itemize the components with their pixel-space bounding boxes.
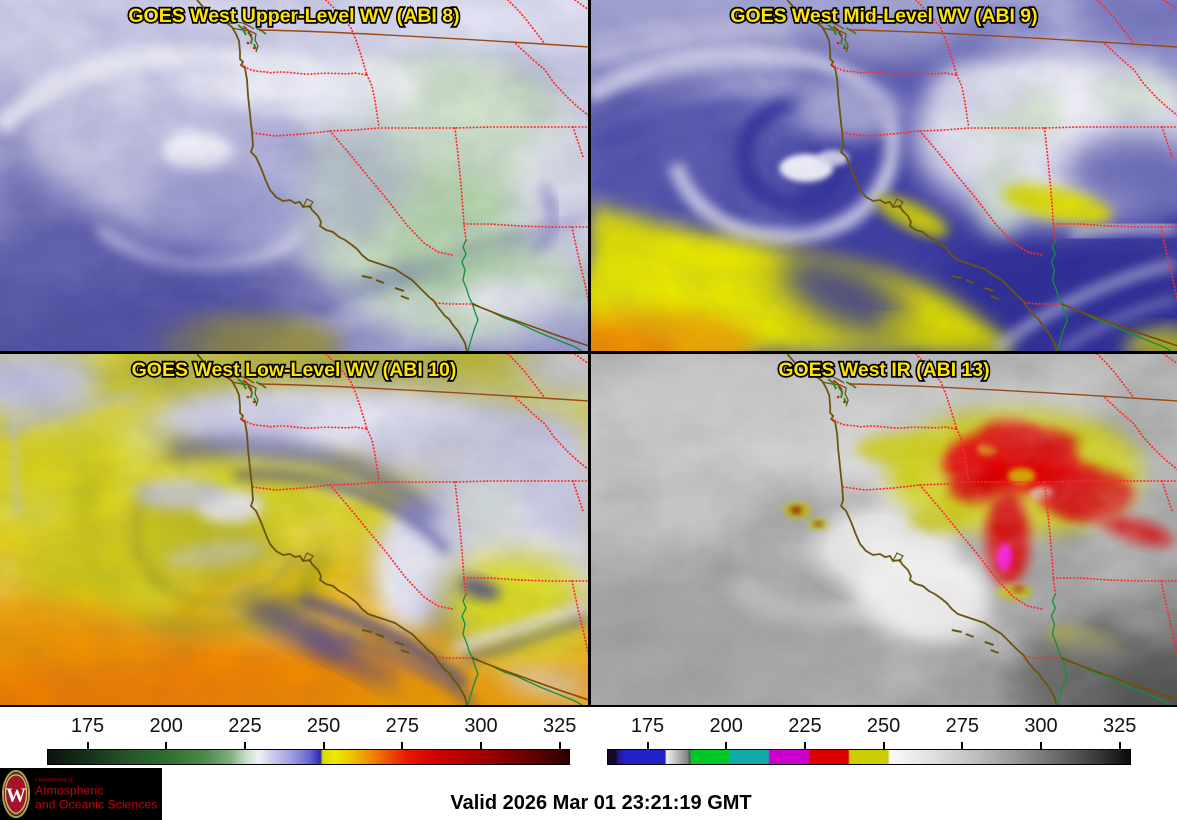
svg-text:Atmospheric: Atmospheric xyxy=(35,784,103,798)
svg-text:GOES West Low-Level WV (ABI 10: GOES West Low-Level WV (ABI 10) xyxy=(132,359,457,381)
svg-text:Department of: Department of xyxy=(36,778,73,784)
svg-text:GOES West Upper-Level WV (ABI: GOES West Upper-Level WV (ABI 8) xyxy=(128,5,459,27)
svg-text:and Oceanic Sciences: and Oceanic Sciences xyxy=(35,798,157,812)
svg-text:W: W xyxy=(6,785,26,807)
svg-text:GOES West Mid-Level WV (ABI 9): GOES West Mid-Level WV (ABI 9) xyxy=(730,5,1037,27)
svg-text:GOES West IR (ABI 13): GOES West IR (ABI 13) xyxy=(778,359,989,381)
